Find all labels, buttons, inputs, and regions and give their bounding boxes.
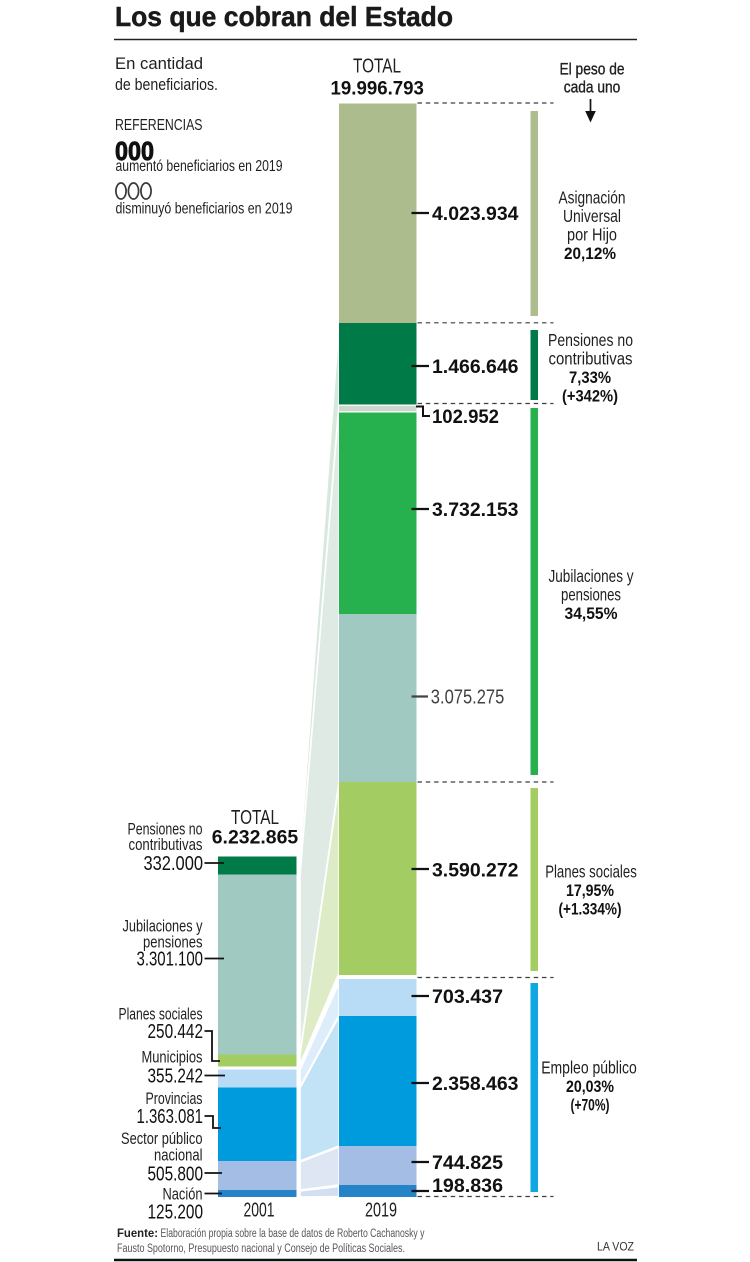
svg-text:4.023.934: 4.023.934 xyxy=(432,203,519,225)
svg-text:20,12%: 20,12% xyxy=(564,245,616,263)
svg-text:17,95%: 17,95% xyxy=(566,882,614,900)
svg-text:Planes sociales: Planes sociales xyxy=(119,1006,203,1024)
svg-text:2019: 2019 xyxy=(365,1200,397,1222)
svg-text:34,55%: 34,55% xyxy=(565,605,618,623)
svg-text:(+70%): (+70%) xyxy=(571,1097,610,1115)
svg-text:7,33%: 7,33% xyxy=(569,369,611,387)
svg-text:Pensiones no: Pensiones no xyxy=(128,821,203,839)
svg-text:1.466.646: 1.466.646 xyxy=(432,356,519,378)
svg-text:Elaboración propia sobre la ba: Elaboración propia sobre la base de dato… xyxy=(161,1228,425,1240)
svg-text:En cantidad: En cantidad xyxy=(115,54,203,73)
svg-text:contributivas: contributivas xyxy=(129,836,203,854)
svg-text:Los que cobran del Estado: Los que cobran del Estado xyxy=(115,1,453,32)
svg-text:Municipios: Municipios xyxy=(142,1049,203,1067)
svg-text:505.800: 505.800 xyxy=(148,1163,204,1185)
svg-text:Jubilaciones y: Jubilaciones y xyxy=(549,566,634,586)
svg-text:2001: 2001 xyxy=(244,1200,275,1222)
svg-text:125.200: 125.200 xyxy=(148,1201,204,1223)
svg-text:pensiones: pensiones xyxy=(143,934,203,952)
svg-text:19.996.793: 19.996.793 xyxy=(331,78,425,100)
svg-text:2.358.463: 2.358.463 xyxy=(432,1073,519,1095)
svg-text:cada uno: cada uno xyxy=(564,78,621,97)
svg-text:REFERENCIAS: REFERENCIAS xyxy=(115,117,203,134)
svg-text:3.301.100: 3.301.100 xyxy=(137,949,204,971)
svg-text:LA VOZ: LA VOZ xyxy=(597,1240,634,1254)
svg-text:(+342%): (+342%) xyxy=(562,388,618,406)
svg-text:de beneficiarios.: de beneficiarios. xyxy=(115,75,218,94)
svg-text:000: 000 xyxy=(115,136,154,166)
svg-text:Asignación: Asignación xyxy=(559,188,626,208)
svg-text:pensiones: pensiones xyxy=(561,585,621,605)
svg-text:disminuyó beneficiarios en 201: disminuyó beneficiarios en 2019 xyxy=(116,200,293,217)
svg-text:Sector público: Sector público xyxy=(121,1130,203,1148)
svg-text:355.242: 355.242 xyxy=(148,1066,204,1088)
svg-text:Provincias: Provincias xyxy=(146,1090,203,1108)
svg-text:El peso de: El peso de xyxy=(560,60,625,79)
svg-text:aumentó beneficiarios en 2019: aumentó beneficiarios en 2019 xyxy=(116,158,283,175)
svg-text:Pensiones no: Pensiones no xyxy=(548,330,633,350)
svg-text:744.825: 744.825 xyxy=(432,1152,503,1174)
svg-text:Empleo público: Empleo público xyxy=(541,1058,637,1078)
svg-text:Fuente:: Fuente: xyxy=(117,1228,158,1240)
svg-text:3.590.272: 3.590.272 xyxy=(432,859,519,881)
svg-text:por Hijo: por Hijo xyxy=(567,224,617,244)
svg-text:TOTAL: TOTAL xyxy=(231,807,279,829)
svg-text:20,03%: 20,03% xyxy=(566,1078,614,1096)
svg-text:250.442: 250.442 xyxy=(148,1021,204,1043)
svg-text:(+1.334%): (+1.334%) xyxy=(559,901,622,919)
svg-text:Jubilaciones y: Jubilaciones y xyxy=(123,918,204,936)
svg-text:3.075.275: 3.075.275 xyxy=(431,686,505,708)
svg-text:3.732.153: 3.732.153 xyxy=(432,499,519,521)
svg-text:198.836: 198.836 xyxy=(432,1175,503,1197)
svg-text:6.232.865: 6.232.865 xyxy=(212,826,299,848)
svg-text:Planes sociales: Planes sociales xyxy=(545,862,637,882)
svg-text:Universal: Universal xyxy=(563,206,621,226)
svg-text:102.952: 102.952 xyxy=(432,406,499,428)
svg-text:332.000: 332.000 xyxy=(144,853,204,875)
svg-text:contributivas: contributivas xyxy=(549,349,633,369)
svg-text:Fausto Spotorno, Presupuesto n: Fausto Spotorno, Presupuesto nacional y … xyxy=(117,1243,405,1255)
svg-text:703.437: 703.437 xyxy=(432,986,503,1008)
svg-text:1.363.081: 1.363.081 xyxy=(137,1106,204,1128)
svg-text:nacional: nacional xyxy=(154,1147,203,1165)
svg-text:Nación: Nación xyxy=(163,1185,203,1203)
svg-text:TOTAL: TOTAL xyxy=(353,55,401,77)
